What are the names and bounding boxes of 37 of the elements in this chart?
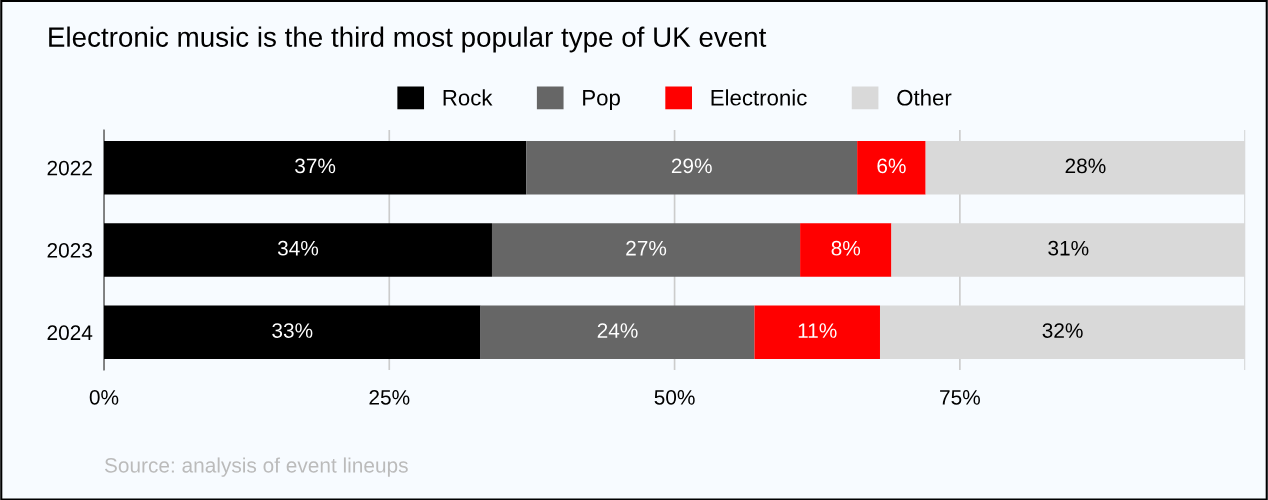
bar	[754, 305, 880, 360]
bar	[480, 305, 755, 360]
legend-label: Rock	[443, 89, 493, 106]
legend-label: Other	[897, 89, 952, 106]
data-label: 32%	[1042, 323, 1083, 338]
data-label: 33%	[272, 323, 313, 338]
data-label: 34%	[277, 240, 319, 256]
y-tick-label: 2023	[47, 243, 92, 258]
y-tick-label: 2024	[47, 325, 93, 341]
bar	[103, 140, 527, 195]
bar	[879, 305, 1246, 360]
bar	[891, 223, 1246, 277]
x-tick-label: 75%	[940, 390, 980, 405]
bar	[491, 223, 801, 277]
data-label: 31%	[1048, 240, 1089, 256]
data-label: 11%	[798, 323, 837, 338]
bar	[857, 140, 926, 195]
data-label: 27%	[626, 240, 667, 256]
y-tick-label: 2022	[47, 160, 92, 176]
bar	[925, 140, 1246, 195]
bar	[103, 305, 481, 360]
data-label: 28%	[1065, 158, 1106, 174]
bar	[800, 223, 892, 277]
data-label: 29%	[671, 158, 712, 174]
data-label: 37%	[295, 158, 336, 174]
bar	[103, 223, 492, 277]
legend-label: Pop	[583, 90, 620, 110]
x-tick-label: 25%	[369, 389, 410, 405]
x-tick-label: 50%	[654, 389, 695, 405]
chart-title: Electronic music is the third most popular type of UK event	[49, 26, 767, 53]
data-label: 8%	[831, 240, 861, 256]
source-note: Source: analysis of event lineups	[104, 457, 408, 477]
data-label: 24%	[597, 323, 638, 338]
legend-label: Electronic	[711, 89, 807, 106]
x-tick-label: 0%	[89, 389, 119, 405]
data-label: 6%	[877, 158, 906, 174]
bar	[526, 140, 858, 195]
